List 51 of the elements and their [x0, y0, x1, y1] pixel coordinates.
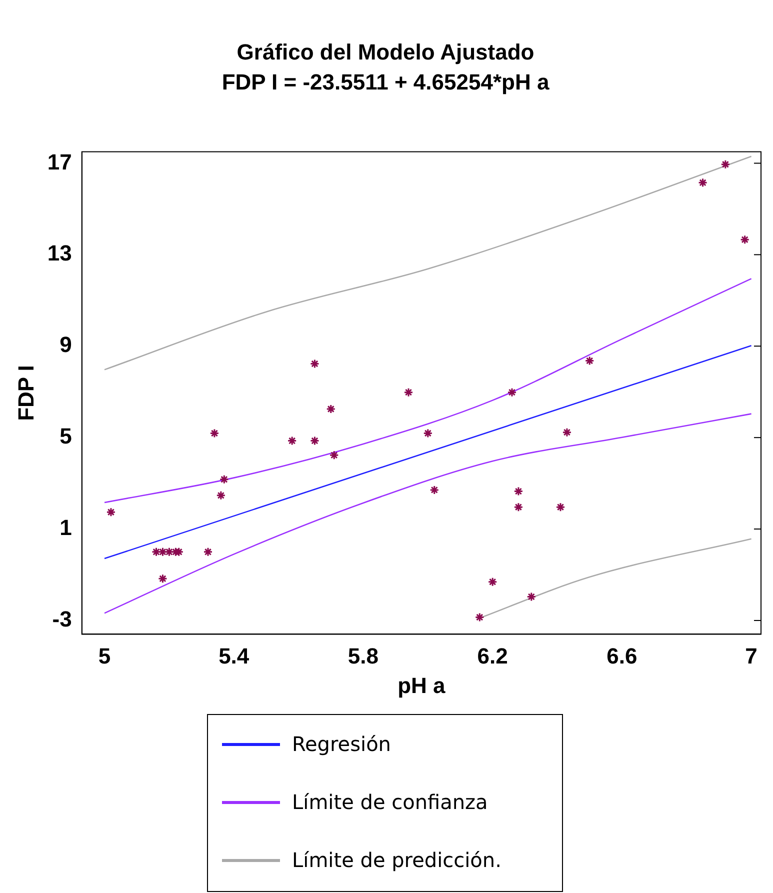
x-tick-label: 5 [98, 643, 111, 668]
point [164, 547, 174, 557]
point [584, 356, 594, 366]
y-tick-label: 1 [60, 515, 72, 540]
point [720, 160, 730, 170]
legend-label: Límite de predicción. [292, 848, 502, 872]
point [423, 428, 433, 438]
y-axis-title: FDP I [13, 365, 38, 421]
point [158, 547, 168, 557]
legend-label: Regresión [292, 732, 391, 756]
point [488, 577, 498, 587]
legend-label: Límite de confianza [292, 790, 488, 814]
y-tick-label: 13 [47, 240, 72, 266]
point [329, 450, 339, 460]
chart-title: Gráfico del Modelo Ajustado [236, 39, 534, 64]
point [203, 547, 213, 557]
x-tick-label: 6.2 [477, 643, 508, 668]
point [310, 436, 320, 446]
point [106, 507, 116, 517]
point [287, 436, 297, 446]
y-tick-label: 9 [60, 332, 72, 358]
point [556, 502, 566, 512]
y-tick-label: 5 [60, 424, 72, 449]
point [740, 234, 750, 244]
x-tick-label: 5.4 [218, 643, 250, 668]
y-tick-label: -3 [52, 606, 72, 632]
point [404, 388, 414, 398]
point [152, 547, 161, 557]
point [514, 486, 524, 496]
x-tick-label: 5.8 [348, 643, 379, 668]
x-tick-label: 7 [745, 643, 758, 668]
point [507, 388, 517, 398]
point [562, 428, 572, 438]
point [158, 574, 168, 584]
point [310, 358, 320, 368]
x-axis-title: pH a [398, 672, 446, 698]
chart-subtitle: FDP I = -23.5511 + 4.65254*pH a [222, 70, 550, 95]
y-tick-label: 17 [47, 149, 72, 174]
point [526, 592, 536, 602]
point [210, 428, 220, 438]
point [698, 178, 708, 188]
point [430, 485, 440, 495]
point [474, 612, 484, 622]
line-series [104, 413, 752, 614]
point [219, 474, 229, 484]
point [216, 490, 226, 500]
line-series [104, 278, 752, 504]
point [326, 404, 336, 414]
x-tick-label: 6.6 [606, 643, 638, 668]
line-series [104, 156, 752, 370]
point [514, 502, 524, 512]
